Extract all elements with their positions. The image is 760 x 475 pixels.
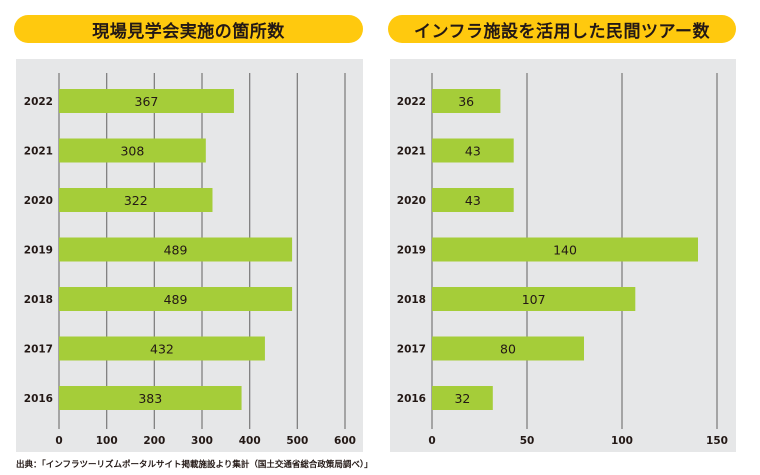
y-category-label: 2016	[24, 393, 53, 405]
data-label: 432	[150, 342, 174, 357]
data-label: 80	[500, 342, 516, 357]
data-label: 107	[522, 292, 546, 307]
x-tick-label: 50	[520, 435, 535, 447]
bar	[59, 138, 206, 163]
source-note: 出典：「インフラツーリズムポータルサイト掲載施設より集計（国土交通省総合政策局調…	[16, 460, 373, 470]
data-label: 43	[465, 144, 481, 159]
data-label: 43	[465, 193, 481, 208]
y-category-label: 2016	[397, 393, 426, 405]
chart-panel-private-tours: 0 50 100 150 2022 36 2021 43 2020 43 2019 140 2018 10…	[390, 59, 736, 452]
bar-chart-site-tours: 0 100 200 300 400 500 600 2022 367 2021 308 2020 322…	[24, 73, 356, 447]
x-tick-label: 0	[55, 435, 62, 447]
chart-title-private-tours: インフラ施設を活用した民間ツアー数	[388, 15, 736, 43]
y-category-label: 2017	[397, 344, 426, 356]
bar	[432, 386, 493, 410]
data-label: 36	[458, 94, 474, 109]
bar	[59, 89, 234, 113]
chart-panel-site-tours: 0 100 200 300 400 500 600 2022 367 2021 308 2020 322…	[16, 59, 363, 452]
bar	[59, 287, 293, 311]
bar	[432, 89, 501, 113]
chart-title-site-tours: 現場見学会実施の箇所数	[14, 15, 363, 43]
bar	[59, 336, 265, 361]
data-label: 489	[164, 292, 188, 307]
y-category-label: 2020	[397, 195, 426, 207]
bar	[432, 237, 698, 262]
y-category-label: 2021	[24, 146, 53, 158]
bar	[59, 386, 242, 410]
y-category-label: 2017	[24, 344, 53, 356]
data-label: 140	[553, 243, 577, 258]
data-label: 322	[124, 193, 148, 208]
x-tick-label: 0	[428, 435, 435, 447]
bar-chart-private-tours: 0 50 100 150 2022 36 2021 43 2020 43 2019 140 2018 10…	[397, 73, 728, 447]
x-tick-label: 300	[191, 435, 213, 447]
y-category-label: 2019	[24, 245, 53, 257]
bar	[432, 336, 584, 361]
x-tick-label: 600	[334, 435, 356, 447]
bar	[432, 287, 636, 311]
bar	[59, 188, 213, 212]
data-label: 308	[120, 144, 144, 159]
x-tick-label: 100	[611, 435, 633, 447]
x-tick-label: 150	[706, 435, 728, 447]
bar	[59, 237, 293, 262]
y-category-label: 2022	[397, 96, 426, 108]
x-tick-label: 500	[286, 435, 308, 447]
data-label: 489	[164, 243, 188, 258]
x-tick-label: 400	[239, 435, 261, 447]
y-category-label: 2021	[397, 146, 426, 158]
x-tick-label: 100	[96, 435, 118, 447]
data-label: 367	[135, 94, 159, 109]
y-category-label: 2018	[24, 294, 53, 306]
x-tick-label: 200	[143, 435, 165, 447]
data-label: 32	[454, 391, 470, 406]
y-category-label: 2020	[24, 195, 53, 207]
y-category-label: 2019	[397, 245, 426, 257]
data-label: 383	[138, 391, 162, 406]
y-category-label: 2022	[24, 96, 53, 108]
bar	[432, 188, 514, 212]
y-category-label: 2018	[397, 294, 426, 306]
bar	[432, 138, 514, 163]
